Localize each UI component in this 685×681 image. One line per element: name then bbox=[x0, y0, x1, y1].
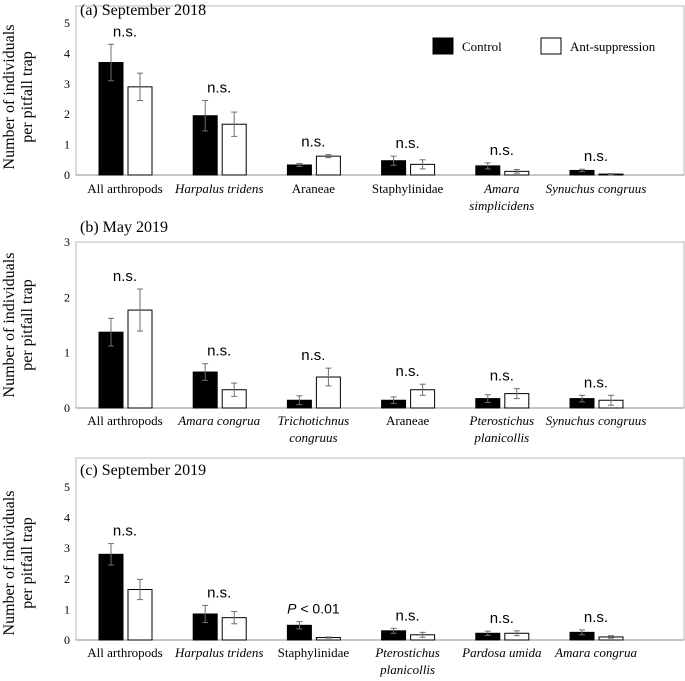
legend-swatch-ant-suppression bbox=[540, 37, 562, 55]
legend-label-ant-suppression: Ant-suppression bbox=[570, 39, 656, 54]
y-axis-label-a: Number of individuals per pitfall trap bbox=[1, 25, 36, 170]
y-axis-label-c: Number of individuals per pitfall trap bbox=[1, 491, 36, 636]
category-label: Pardosa umida bbox=[461, 645, 542, 660]
significance-label: n.s. bbox=[207, 343, 231, 360]
category-label: Harpalus tridens bbox=[174, 645, 263, 660]
y-tick-label: 0 bbox=[64, 168, 70, 182]
category-label: All arthropods bbox=[87, 181, 162, 196]
significance-label: n.s. bbox=[301, 347, 325, 364]
category-label: Amara bbox=[483, 181, 520, 196]
panel-b: (b) May 2019 0 1 2 3 n.s. All arthropods n.s. Am… bbox=[64, 219, 685, 445]
y-axis-label-line1: Number of individuals bbox=[1, 25, 18, 170]
y-axis-label-line1: Number of individuals bbox=[1, 253, 18, 398]
panel-c: (c) September 2019 0 1 2 3 4 5 n.s. All arthropo… bbox=[64, 457, 685, 677]
y-axis-label-line2: per pitfall trap bbox=[19, 517, 36, 609]
significance-label: n.s. bbox=[396, 363, 420, 380]
legend-label-control: Control bbox=[462, 39, 502, 54]
y-tick-label: 2 bbox=[64, 107, 70, 121]
category-label: Harpalus tridens bbox=[174, 181, 263, 196]
significance-label: P < 0.01 bbox=[287, 601, 340, 617]
y-tick-label: 3 bbox=[64, 541, 70, 555]
y-tick-label: 3 bbox=[64, 77, 70, 91]
y-tick-label: 5 bbox=[64, 16, 70, 30]
significance-label: n.s. bbox=[113, 23, 137, 40]
y-tick-label: 4 bbox=[64, 46, 70, 60]
y-axis-label-line2: per pitfall trap bbox=[19, 51, 36, 143]
significance-label: n.s. bbox=[490, 142, 514, 159]
panel-title: (a) September 2018 bbox=[80, 2, 206, 19]
category-label: All arthropods bbox=[87, 413, 162, 428]
y-tick-label: 1 bbox=[64, 602, 70, 616]
category-label: All arthropods bbox=[87, 645, 162, 660]
y-tick-label: 0 bbox=[64, 633, 70, 647]
category-label-line2: planicollis bbox=[379, 662, 435, 677]
y-axis-label-b: Number of individuals per pitfall trap bbox=[1, 253, 36, 398]
category-label: Trichotichnus bbox=[278, 413, 350, 428]
significance-label: n.s. bbox=[301, 134, 325, 151]
y-tick-label: 2 bbox=[64, 572, 70, 586]
category-label: Amara congrua bbox=[177, 413, 260, 428]
y-tick-label: 5 bbox=[64, 480, 70, 494]
bar-control bbox=[98, 553, 124, 641]
y-axis-label-line1: Number of individuals bbox=[1, 491, 18, 636]
significance-label: n.s. bbox=[113, 523, 137, 540]
significance-label: n.s. bbox=[490, 368, 514, 385]
category-label: Araneae bbox=[386, 413, 430, 428]
y-tick-label: 1 bbox=[64, 138, 70, 152]
panel-a: (a) September 2018 0 1 2 3 4 5 n.s. All arthropo… bbox=[64, 2, 685, 213]
category-label-line2: congruus bbox=[289, 430, 337, 445]
significance-label: n.s. bbox=[396, 135, 420, 152]
category-label-line2: planicollis bbox=[473, 430, 529, 445]
y-tick-label: 3 bbox=[64, 235, 70, 249]
legend-swatch-control bbox=[432, 37, 454, 55]
panel-title: (c) September 2019 bbox=[80, 462, 206, 479]
y-tick-label: 1 bbox=[64, 346, 70, 360]
significance-p-value: < 0.01 bbox=[296, 601, 339, 617]
significance-label: n.s. bbox=[396, 607, 420, 624]
legend: Control Ant-suppression bbox=[432, 37, 656, 55]
category-label: Pterostichus bbox=[469, 413, 535, 428]
category-label: Staphylinidae bbox=[278, 645, 350, 660]
panel-title: (b) May 2019 bbox=[80, 219, 168, 236]
category-label: Amara congrua bbox=[554, 645, 637, 660]
significance-label: n.s. bbox=[207, 584, 231, 601]
category-label: Staphylinidae bbox=[372, 181, 444, 196]
y-axis-label-line2: per pitfall trap bbox=[19, 279, 36, 371]
y-tick-label: 4 bbox=[64, 511, 70, 525]
significance-label: n.s. bbox=[490, 610, 514, 627]
y-tick-label: 2 bbox=[64, 290, 70, 304]
category-label-line2: simplicidens bbox=[469, 198, 534, 213]
significance-label: n.s. bbox=[584, 148, 608, 165]
category-label: Synuchus congruus bbox=[546, 181, 647, 196]
y-tick-label: 0 bbox=[64, 401, 70, 415]
bar-ant-suppression bbox=[315, 155, 341, 176]
category-label: Pterostichus bbox=[374, 645, 440, 660]
significance-label: n.s. bbox=[113, 268, 137, 285]
bar-control bbox=[98, 62, 124, 176]
significance-label: n.s. bbox=[584, 374, 608, 391]
significance-p-symbol: P bbox=[287, 601, 297, 617]
significance-label: n.s. bbox=[584, 609, 608, 626]
significance-label: n.s. bbox=[207, 80, 231, 97]
category-label: Araneae bbox=[292, 181, 336, 196]
category-label: Synuchus congruus bbox=[546, 413, 647, 428]
